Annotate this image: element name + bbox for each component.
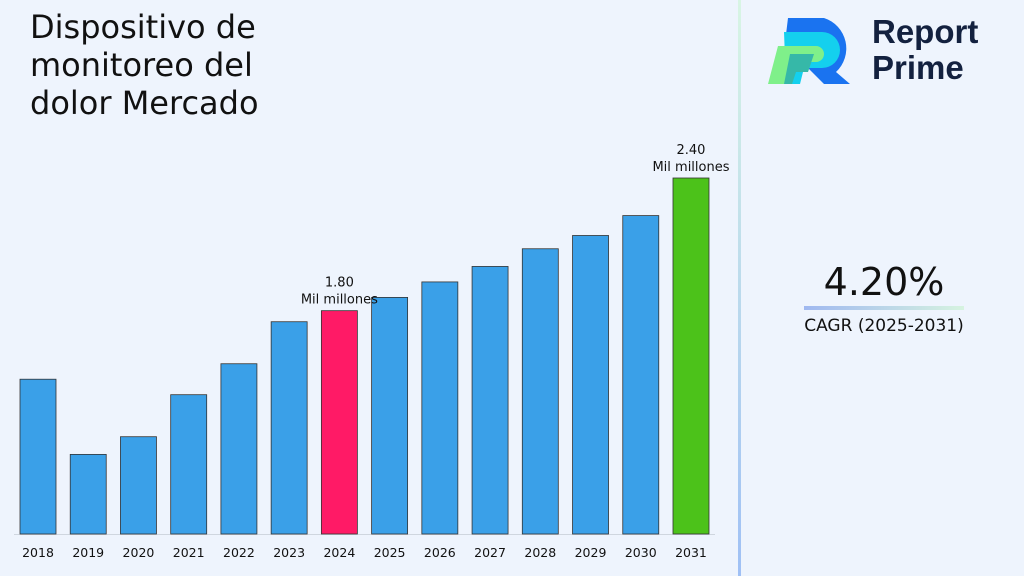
bar-2018 [19,378,57,535]
bar-chart: 2018 2019 2020 2021 2022 2023 2024 2025 2026 2027… [14,143,730,560]
x-tick-label-2027: 2027 [474,545,506,560]
x-tick-label-2019: 2019 [72,545,104,560]
bar-2029 [572,235,609,535]
cagr-underline [804,306,964,310]
bar-2027 [471,266,509,535]
data-label-value-2031: 2.40 [677,143,706,158]
report-prime-logo: Report Prime [766,14,1006,88]
x-tick-label-2029: 2029 [575,545,607,560]
bar-2025 [371,297,409,535]
bar-2023 [270,321,308,535]
bar-2020 [120,436,157,535]
x-tick-label-2023: 2023 [273,545,305,560]
x-tick-label-2022: 2022 [223,545,255,560]
x-tick-label-2031: 2031 [675,545,707,560]
bar-2030 [622,215,660,535]
cagr-value: 4.20% [823,260,945,304]
x-tick-label-2025: 2025 [374,545,406,560]
x-tick-label-2024: 2024 [323,545,355,560]
bar-2019 [69,453,107,535]
data-label-unit-2031: Mil millones [652,160,729,175]
data-label-value-2024: 1.80 [325,276,354,291]
cagr-label: CAGR (2025-2031) [804,316,964,336]
bar-2022 [220,363,258,535]
logo-text-report: Report [872,13,979,50]
x-tick-label-2020: 2020 [123,545,155,560]
cagr-panel: 4.20% CAGR (2025-2031) [800,258,968,336]
data-label-unit-2024: Mil millones [301,293,378,308]
bar-2021 [170,394,208,535]
divider [738,0,741,576]
bar-2024 [320,310,358,535]
bar-2026 [421,281,459,535]
logo-text-prime: Prime [872,49,964,86]
chart-title: Dispositivo de monitoreo del dolor Merca… [30,8,259,122]
x-tick-label-2018: 2018 [22,545,54,560]
logo-mark-icon [768,18,850,84]
x-tick-label-2030: 2030 [625,545,657,560]
x-tick-label-2021: 2021 [173,545,205,560]
bar-2028 [521,248,559,535]
bar-2031 [672,177,710,535]
x-tick-label-2028: 2028 [524,545,556,560]
x-tick-label-2026: 2026 [424,545,456,560]
